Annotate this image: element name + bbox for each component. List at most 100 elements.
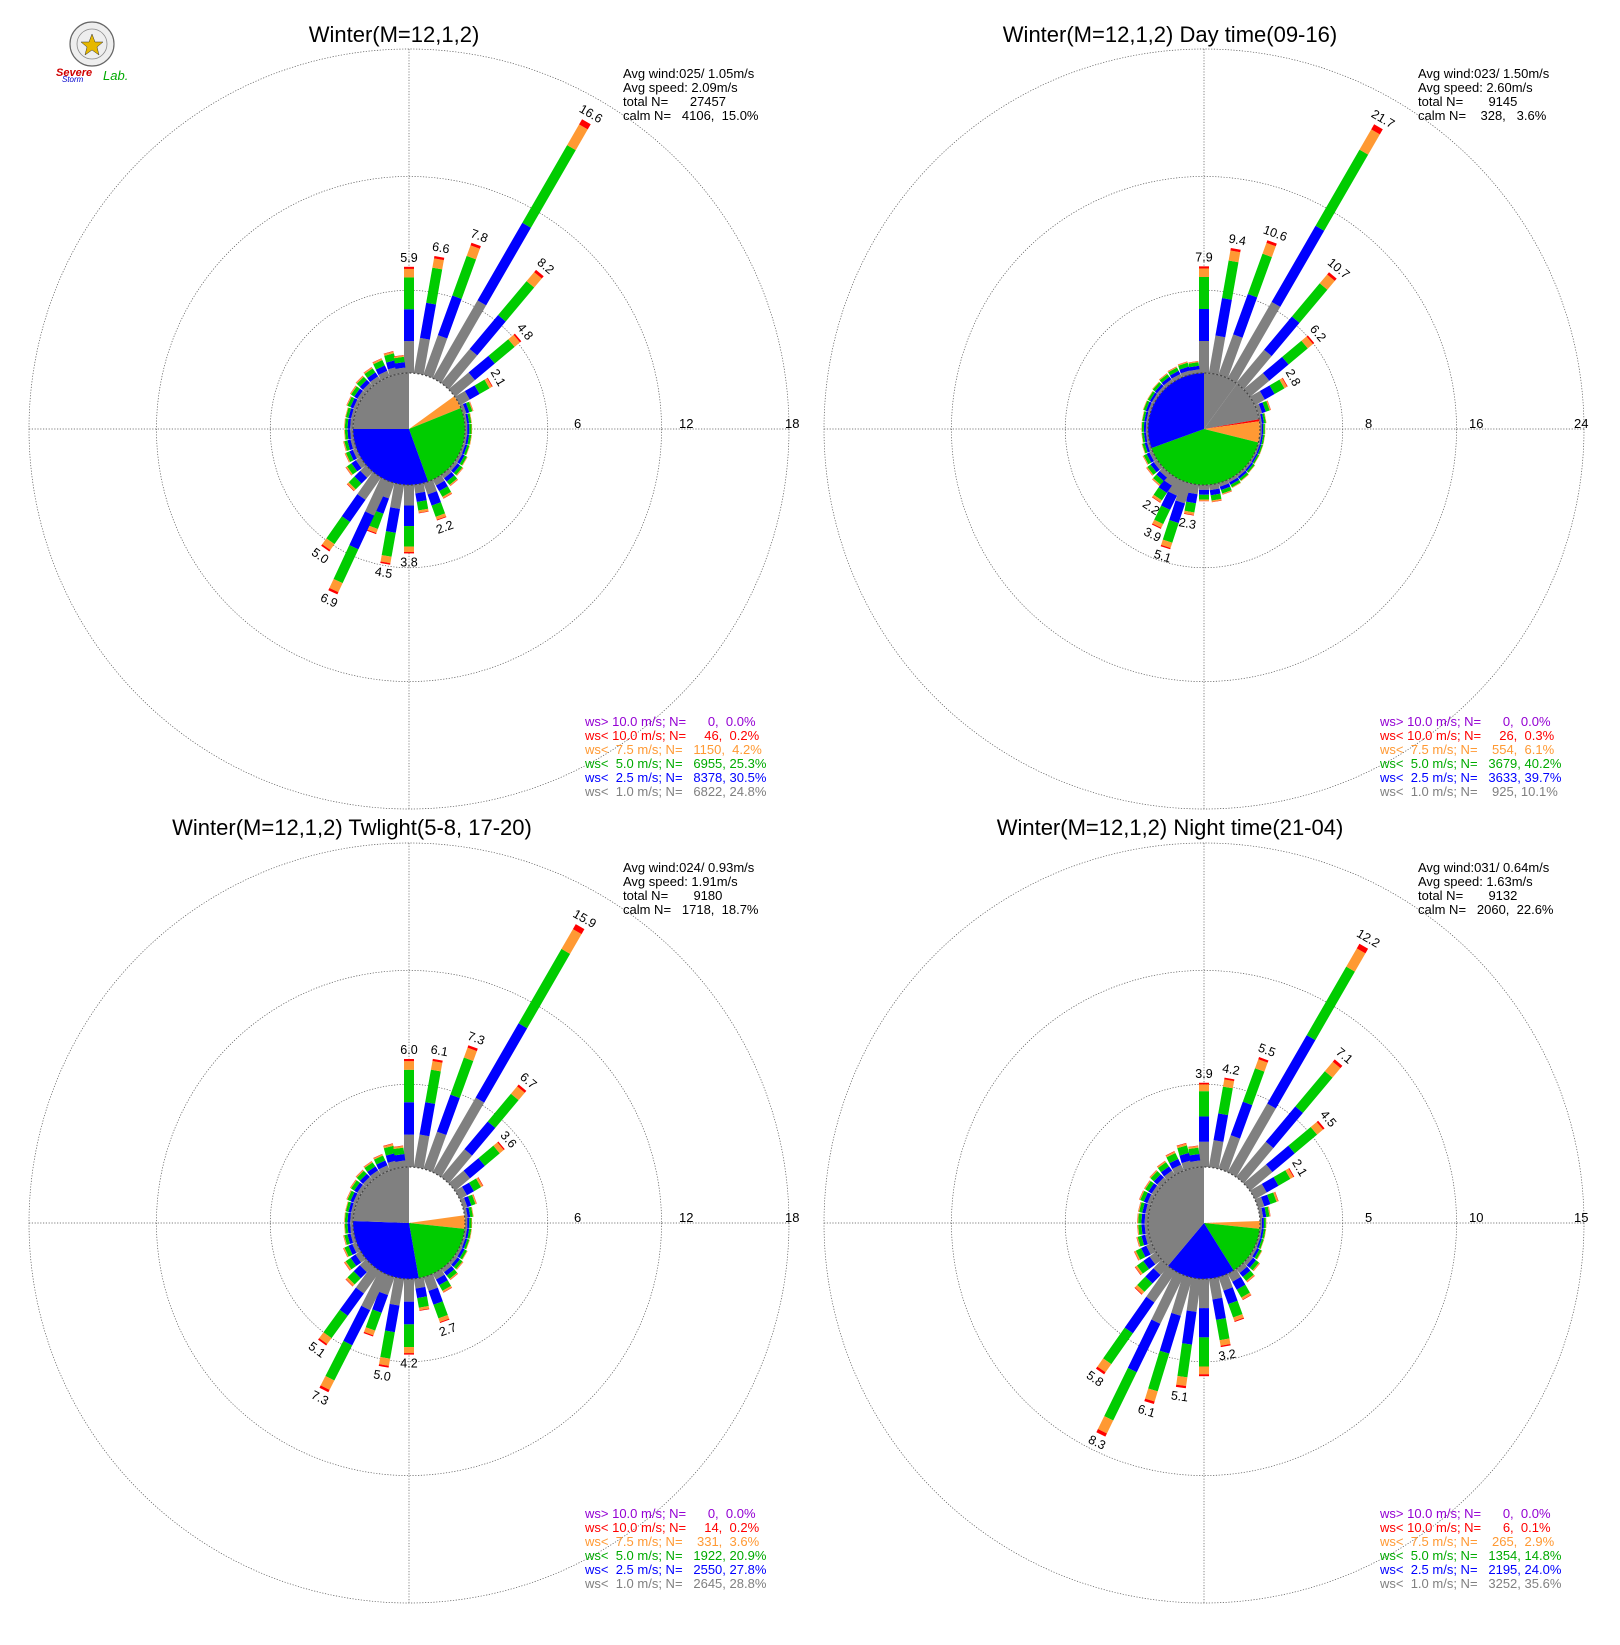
wind-bar-segment xyxy=(462,460,464,461)
wind-bar-segment xyxy=(419,484,421,493)
wind-bar-segment xyxy=(1150,395,1152,396)
wind-bar-segment xyxy=(1163,377,1164,378)
wind-bar-segment xyxy=(1148,406,1150,407)
wind-bar-segment xyxy=(1214,1141,1219,1168)
wind-bar-segment xyxy=(1233,480,1234,482)
panel-2: Winter(M=12,1,2) Twlight(5-8, 17-20) 6.0… xyxy=(29,815,799,1603)
stats-block: Avg wind:023/ 1.50m/s Avg speed: 2.60m/s… xyxy=(1418,66,1550,123)
stats-block: Avg wind:024/ 0.93m/s Avg speed: 1.91m/s… xyxy=(623,860,759,917)
wind-bar-segment xyxy=(359,461,363,464)
bar-value-label: 5.5 xyxy=(1256,1041,1277,1060)
wind-bar-segment xyxy=(466,450,468,451)
ring-label: 6 xyxy=(574,416,581,431)
wind-bar-segment xyxy=(1257,1242,1259,1243)
panel-title: Winter(M=12,1,2) Twlight(5-8, 17-20) xyxy=(172,815,532,840)
ring-label: 18 xyxy=(785,416,799,431)
wind-bar-segment xyxy=(1153,1174,1154,1175)
panel-0: Winter(M=12,1,2) 5.96.67.816.68.24.82.12… xyxy=(29,22,799,809)
wind-bar-segment xyxy=(1182,1147,1184,1154)
wind-bar-segment xyxy=(1238,296,1253,336)
wind-bar-segment xyxy=(1215,489,1216,494)
ring-label: 15 xyxy=(1574,1210,1588,1225)
wind-bar-segment xyxy=(497,1146,501,1149)
bar-value-label: 2.7 xyxy=(437,1320,458,1339)
wind-bar-segment xyxy=(1221,1319,1225,1339)
legend-entry: ws< 7.5 m/s; N= 1150, 4.2% xyxy=(584,742,762,757)
wind-bar-segment xyxy=(391,361,393,368)
wind-bar-segment xyxy=(371,375,374,379)
wind-bar-segment xyxy=(1158,490,1163,497)
wind-bar-segment xyxy=(347,1206,350,1207)
wind-bar-segment xyxy=(492,343,512,360)
wind-bar-segment xyxy=(1223,1087,1228,1114)
wind-bar-segment xyxy=(355,453,358,455)
bar-value-label: 6.1 xyxy=(1136,1402,1157,1420)
wind-bar-segment xyxy=(1260,1061,1263,1070)
wind-bar-segment xyxy=(475,244,476,247)
wind-bar-segment xyxy=(368,1164,369,1165)
legend: ws> 10.0 m/s; N= 0, 0.0% ws< 10.0 m/s; N… xyxy=(584,1506,767,1591)
wind-bar-segment xyxy=(372,527,373,531)
lab-logo: Severe Storm Lab. xyxy=(56,22,128,84)
wind-bar-segment xyxy=(462,409,465,410)
wind-bar-segment xyxy=(389,1147,391,1154)
wind-bar-segment xyxy=(1268,320,1296,353)
wind-bar-segment xyxy=(583,122,586,127)
wind-bar-segment xyxy=(1310,339,1311,340)
stat-total-n: total N= 9145 xyxy=(1418,94,1517,109)
wind-bar-segment xyxy=(571,127,583,148)
bar-value-label: 10.6 xyxy=(1261,223,1289,244)
wind-bar-segment xyxy=(360,380,363,383)
wind-bar-segment xyxy=(515,1090,521,1097)
wind-bar-segment xyxy=(1270,1110,1300,1145)
wind-bar-segment xyxy=(1143,1250,1148,1253)
wind-bar-segment xyxy=(388,1145,389,1147)
wind-bar-segment xyxy=(1237,1279,1242,1287)
wind-bar-segment xyxy=(1257,1202,1263,1204)
wind-bar-segment xyxy=(1243,476,1245,478)
wind-bar-segment xyxy=(1218,1114,1223,1141)
wind-bar-segment xyxy=(350,467,354,470)
wind-bar-segment xyxy=(453,1276,454,1277)
wind-bar-segment xyxy=(399,358,400,363)
wind-bar-segment xyxy=(357,1269,363,1275)
wind-bar-segment xyxy=(419,339,425,374)
legend-entry: ws> 10.0 m/s; N= 0, 0.0% xyxy=(1379,714,1551,729)
wind-bar-segment xyxy=(447,1288,448,1289)
wind-bar-segment xyxy=(1194,1148,1195,1154)
wind-bar-segment xyxy=(352,1208,355,1209)
wind-bar-segment xyxy=(1141,1280,1149,1288)
ring-label: 12 xyxy=(679,416,693,431)
wind-bar-segment xyxy=(1262,390,1272,396)
windrose-plot: 5.96.67.816.68.24.82.12.23.84.56.95.0 xyxy=(29,49,789,809)
wind-bar-segment xyxy=(527,148,572,226)
wind-bar-segment xyxy=(1276,1175,1288,1182)
wind-bar-segment xyxy=(1137,1255,1138,1256)
wind-bar-segment xyxy=(1224,485,1225,488)
bar-value-label: 2.3 xyxy=(1178,515,1198,532)
wind-bar-segment xyxy=(1168,475,1173,482)
wind-bar-segment xyxy=(352,480,358,486)
wind-bar-segment xyxy=(391,508,395,532)
wind-bar-segment xyxy=(350,413,353,414)
wind-bar-segment xyxy=(1331,275,1333,277)
bar-value-label: 2.2 xyxy=(434,518,455,537)
wind-bar-segment xyxy=(1153,1352,1165,1390)
wind-bar-segment xyxy=(1241,1287,1246,1295)
wind-bar-segment xyxy=(468,407,471,408)
panel-title: Winter(M=12,1,2) Day time(09-16) xyxy=(1003,22,1337,47)
wind-bar-segment xyxy=(328,1313,344,1335)
wind-bar-segment xyxy=(1269,1150,1291,1169)
wind-bar-segment xyxy=(371,1169,374,1173)
wind-bar-segment xyxy=(1248,1070,1260,1103)
wind-bar-segment xyxy=(1168,1174,1171,1178)
wind-bar-segment xyxy=(1168,382,1170,385)
legend-entry: ws< 5.0 m/s; N= 1922, 20.9% xyxy=(584,1548,767,1563)
wind-bar-segment xyxy=(1146,447,1148,448)
wind-bar-segment xyxy=(457,469,459,471)
stat-total-n: total N= 9180 xyxy=(623,888,722,903)
wind-bar-segment xyxy=(1263,1199,1269,1201)
wind-bar-segment xyxy=(1232,477,1233,479)
